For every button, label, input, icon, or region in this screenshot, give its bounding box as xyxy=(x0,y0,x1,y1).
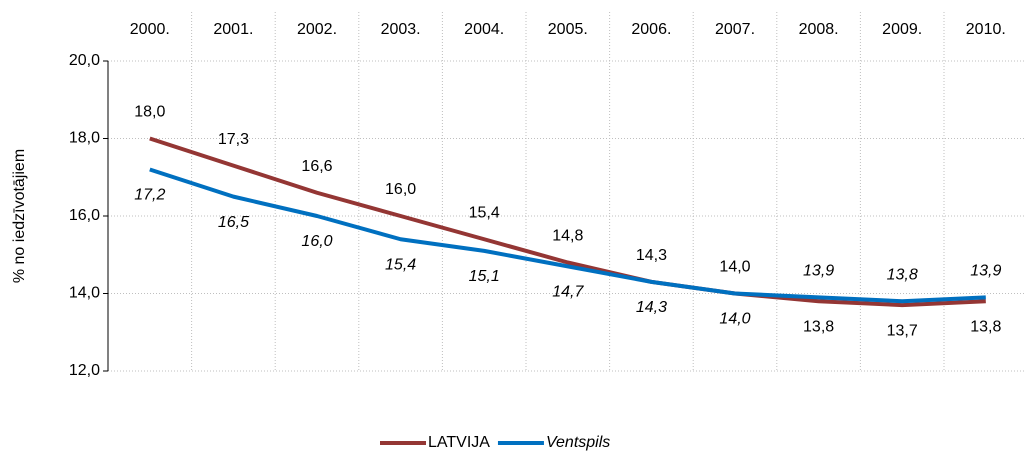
x-tick-label: 2000. xyxy=(130,21,170,38)
x-tick-label: 2007. xyxy=(715,21,755,38)
y-axis-label: % no iedzīvotājiem xyxy=(11,149,28,283)
x-tick-label: 2010. xyxy=(966,21,1006,38)
x-tick-label: 2004. xyxy=(464,21,504,38)
data-label: 13,8 xyxy=(803,318,834,335)
y-tick-label: 12,0 xyxy=(69,362,100,379)
data-label: 14,0 xyxy=(719,259,750,276)
x-tick-label: 2002. xyxy=(297,21,337,38)
y-tick-label: 20,0 xyxy=(69,52,100,69)
data-label: 15,4 xyxy=(469,204,500,221)
x-tick-label: 2006. xyxy=(631,21,671,38)
y-tick-label: 14,0 xyxy=(69,285,100,302)
data-label: 14,7 xyxy=(552,284,584,301)
data-label: 16,6 xyxy=(301,158,332,175)
data-label: 13,8 xyxy=(887,266,918,283)
data-label: 17,2 xyxy=(134,187,165,204)
data-label: 13,9 xyxy=(970,263,1001,280)
data-label: 16,0 xyxy=(301,233,332,250)
data-label: 14,3 xyxy=(636,299,667,316)
data-label: 18,0 xyxy=(134,104,165,121)
y-tick-label: 18,0 xyxy=(69,130,100,147)
data-label: 14,3 xyxy=(636,247,667,264)
data-label: 13,8 xyxy=(970,318,1001,335)
data-label: 16,5 xyxy=(218,214,249,231)
x-tick-label: 2009. xyxy=(882,21,922,38)
data-label: 13,7 xyxy=(887,322,918,339)
x-tick-label: 2008. xyxy=(799,21,839,38)
legend-label: LATVIJA xyxy=(428,434,490,451)
data-label: 17,3 xyxy=(218,131,249,148)
line xyxy=(149,136,986,308)
data-label: 14,0 xyxy=(719,311,750,328)
data-label: 15,4 xyxy=(385,256,416,273)
data-label: 14,8 xyxy=(552,228,583,245)
legend-label: Ventspils xyxy=(546,434,610,451)
data-label: 16,0 xyxy=(385,181,416,198)
data-label: 15,1 xyxy=(469,268,500,285)
data-label: 13,9 xyxy=(803,263,834,280)
line xyxy=(149,167,986,304)
x-tick-label: 2003. xyxy=(381,21,421,38)
y-tick-label: 16,0 xyxy=(69,207,100,224)
x-tick-label: 2001. xyxy=(213,21,253,38)
x-tick-label: 2005. xyxy=(548,21,588,38)
